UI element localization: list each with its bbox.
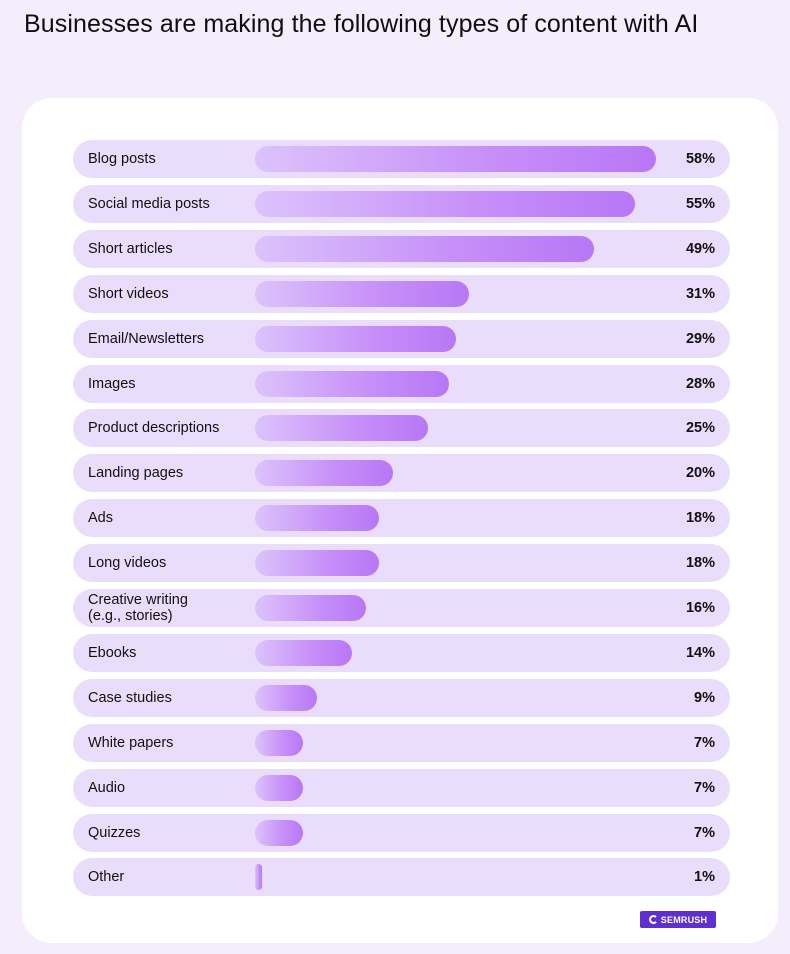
bar-label: Email/Newsletters xyxy=(88,330,205,347)
bar-value-label: 58% xyxy=(685,151,715,167)
bar-row: Short videos 31% xyxy=(73,274,730,313)
bar-row: Blog posts 58% xyxy=(73,140,730,178)
bar-row: Audio 7% xyxy=(73,768,730,807)
bar xyxy=(255,280,470,307)
bar xyxy=(255,325,456,352)
bar-row: Other 1% xyxy=(73,858,730,897)
bar xyxy=(255,235,594,262)
semrush-logo: SEMRUSH xyxy=(640,911,716,928)
bar-value-label: 9% xyxy=(694,689,715,706)
bar xyxy=(255,370,449,397)
bar-row: Images 28% xyxy=(73,364,730,403)
bar-value-label: 18% xyxy=(685,555,715,572)
bar-row: Case studies 9% xyxy=(73,678,730,717)
semrush-logo-text: SEMRUSH xyxy=(660,914,708,925)
bar-value-label: 7% xyxy=(694,779,715,796)
bar xyxy=(255,505,380,532)
bar-label: Quizzes xyxy=(88,824,141,841)
bar xyxy=(255,415,428,442)
bar-label: Product descriptions xyxy=(88,420,220,437)
bar-row: Landing pages 20% xyxy=(73,454,730,493)
bar-label: Case studies xyxy=(88,689,172,706)
bar xyxy=(255,639,352,666)
bar-value-label: 16% xyxy=(685,600,715,616)
bar-row: Ebooks 14% xyxy=(73,633,730,672)
bar xyxy=(255,819,304,846)
bar-value-label: 18% xyxy=(685,510,715,527)
bar-value-label: 31% xyxy=(685,285,715,302)
bar-value-label: 55% xyxy=(685,195,715,212)
bar-row: Product descriptions 25% xyxy=(73,409,730,448)
bar-row: Quizzes 7% xyxy=(73,813,730,852)
chart-title: Businesses are making the following type… xyxy=(24,10,699,38)
bar xyxy=(255,864,262,891)
bar-row: Ads 18% xyxy=(73,499,730,538)
bar xyxy=(255,595,366,621)
bar-label: Landing pages xyxy=(88,465,184,482)
bar-label: Other xyxy=(88,869,125,886)
bar-value-label: 20% xyxy=(685,465,715,482)
bar-row: White papers 7% xyxy=(73,723,730,762)
bar-value-label: 28% xyxy=(685,375,715,392)
bar-value-label: 49% xyxy=(685,240,715,257)
bar-label: Audio xyxy=(88,779,126,796)
bar-label: White papers xyxy=(88,734,174,751)
bar xyxy=(255,550,380,577)
bar xyxy=(255,774,304,801)
bar-label: Social media posts xyxy=(88,195,210,212)
bar-row: Creative writing (e.g., stories) 16% xyxy=(73,589,730,627)
bar xyxy=(255,684,318,711)
bar-value-label: 7% xyxy=(694,734,715,751)
bar-value-label: 1% xyxy=(694,869,715,886)
bar-label: Short articles xyxy=(88,240,173,257)
bar-value-label: 29% xyxy=(685,330,715,347)
bar-label: Short videos xyxy=(88,285,169,302)
bar-label: Long videos xyxy=(88,555,167,572)
bar-label: Creative writing (e.g., stories) xyxy=(88,592,188,624)
bar-row: Long videos 18% xyxy=(73,544,730,583)
bar-row: Social media posts 55% xyxy=(73,184,730,223)
bar-value-label: 25% xyxy=(685,420,715,437)
bar-label: Ebooks xyxy=(88,644,137,661)
bar xyxy=(255,146,656,172)
bar-row: Email/Newsletters 29% xyxy=(73,319,730,358)
bar xyxy=(255,729,304,756)
bar-value-label: 7% xyxy=(694,824,715,841)
semrush-flame-icon xyxy=(648,915,658,924)
bar-label: Images xyxy=(88,375,136,392)
bar-row: Short articles 49% xyxy=(73,229,730,268)
bar-label: Blog posts xyxy=(88,151,156,167)
bar xyxy=(255,190,636,217)
bar-value-label: 14% xyxy=(685,644,715,661)
bar xyxy=(255,460,394,487)
bar-label: Ads xyxy=(88,510,113,527)
